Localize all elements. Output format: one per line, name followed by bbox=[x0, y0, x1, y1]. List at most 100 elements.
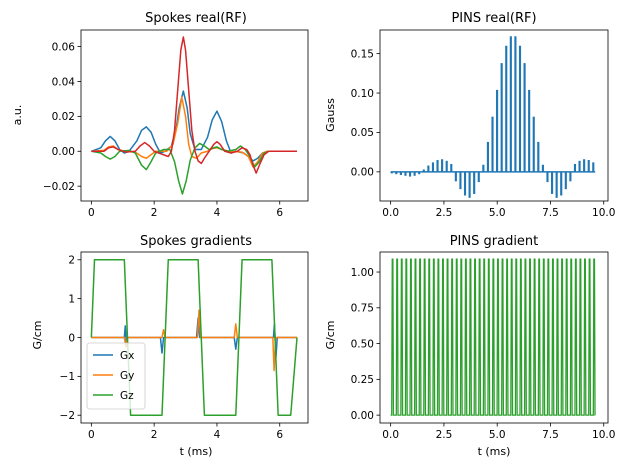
pins-rf-pulse-bar bbox=[505, 45, 508, 172]
spokes-rf-frame bbox=[80, 29, 309, 202]
spokes-rf-ytick-label: 0.04 bbox=[52, 76, 76, 88]
spokes-gradients-xlabel: t (ms) bbox=[180, 445, 213, 458]
pins-rf-xtick-label: 2.5 bbox=[436, 207, 453, 219]
spokes-gradients-panel: Spokes gradients G/cm t (ms) Gx Gy Gz 0 2 4 6… bbox=[31, 234, 309, 458]
pins-rf-pulse-bar bbox=[546, 171, 549, 183]
spokes-rf-xtick-label: 0 bbox=[88, 207, 95, 219]
spokes-rf-ylabel: a.u. bbox=[11, 105, 24, 126]
pins-gradient-ytick-label: 1.00 bbox=[351, 267, 374, 279]
pins-rf-pulse-bar bbox=[592, 162, 595, 172]
pins-gradient-frame bbox=[379, 251, 609, 424]
pins-gradient-ytick-label: 0.50 bbox=[351, 338, 374, 350]
pins-rf-pulse-bar bbox=[418, 171, 421, 175]
pins-rf-pulse-bar bbox=[583, 159, 586, 172]
pins-rf-xtick-label: 10.0 bbox=[592, 207, 615, 219]
pins-rf-pulse-bar bbox=[532, 116, 535, 172]
spokes-rf-line-series-3 bbox=[91, 36, 298, 174]
pins-gradient-line-gz bbox=[390, 258, 596, 416]
pins-rf-pulse-bar bbox=[491, 116, 494, 172]
pins-gradient-ytick-label: 0.25 bbox=[351, 374, 374, 386]
spokes-gradients-xtick-label: 6 bbox=[276, 429, 283, 441]
pins-rf-pulse-bar bbox=[518, 45, 522, 172]
spokes-gradients-xtick-label: 2 bbox=[151, 429, 158, 441]
pins-rf-xtick-label: 5.0 bbox=[489, 207, 506, 219]
spokes-rf-line-series-1 bbox=[91, 96, 298, 168]
pins-rf-pulse-bar bbox=[408, 171, 412, 177]
pins-rf-pulse-bar bbox=[422, 169, 425, 172]
spokes-rf-ytick-label: −0.02 bbox=[43, 181, 75, 193]
spokes-gradients-ytick-label: −1 bbox=[60, 371, 75, 383]
spokes-rf-ytick-label: 0.06 bbox=[52, 41, 76, 53]
pins-rf-pulse-bar bbox=[587, 160, 590, 172]
pins-rf-ylabel: Gauss bbox=[324, 98, 337, 132]
gradients-legend: Gx Gy Gz bbox=[86, 342, 146, 410]
pins-rf-pulse-bar bbox=[477, 171, 480, 183]
pins-rf-pulse-bar bbox=[450, 163, 453, 172]
spokes-gradients-xtick-label: 0 bbox=[88, 429, 95, 441]
pins-gradient-xtick-label: 5.0 bbox=[489, 429, 506, 441]
spokes-gradients-frame bbox=[80, 251, 309, 424]
pins-rf-pulse-bar bbox=[573, 163, 577, 172]
pins-rf-pulse-bar bbox=[514, 36, 517, 172]
pins-rf-pulse-bar bbox=[569, 171, 572, 182]
pins-rf-pulse-bar bbox=[537, 141, 540, 172]
pins-rf-pulse-bar bbox=[463, 171, 467, 196]
pins-rf-pulse-bar bbox=[413, 171, 416, 176]
pins-rf-pulse-bar bbox=[431, 162, 435, 172]
spokes-gradients-ytick-label: 1 bbox=[68, 293, 75, 305]
spokes-gradients-ytick-label: 0 bbox=[68, 332, 75, 344]
pins-gradient-xtick-label: 0.0 bbox=[382, 429, 399, 441]
spokes-gradients-line-gz bbox=[90, 259, 298, 416]
pins-rf-pulse-bar bbox=[555, 171, 558, 198]
spokes-rf-panel: Spokes real(RF) a.u. 0 2 4 6 −0.02 0.00 0.02 0.… bbox=[11, 11, 309, 219]
pins-rf-pulse-bar bbox=[551, 171, 554, 194]
spokes-rf-ytick-label: 0.00 bbox=[52, 146, 75, 158]
pins-gradient-plot-area bbox=[390, 258, 596, 416]
spokes-gradients-ylabel: G/cm bbox=[31, 321, 44, 350]
spokes-gradients-ytick-label: 2 bbox=[68, 255, 75, 267]
pins-rf-pulse-bar bbox=[404, 171, 407, 176]
pins-rf-pulse-bar bbox=[441, 159, 444, 172]
pins-rf-ytick-label: 0.10 bbox=[351, 88, 374, 100]
pins-gradient-xtick-label: 2.5 bbox=[436, 429, 453, 441]
pins-rf-panel: PINS real(RF) Gauss 0.0 2.5 5.0 7.5 10.0 0.00… bbox=[324, 11, 615, 219]
pins-rf-pulse-bar bbox=[560, 171, 563, 196]
spokes-gradients-title: Spokes gradients bbox=[140, 234, 252, 249]
pins-rf-xtick-label: 7.5 bbox=[542, 207, 559, 219]
pins-rf-pulse-bar bbox=[541, 164, 544, 172]
pins-rf-frame bbox=[379, 29, 609, 202]
pins-rf-title: PINS real(RF) bbox=[451, 11, 536, 26]
pins-rf-pulse-bar bbox=[454, 171, 457, 182]
pins-rf-ytick-label: 0.00 bbox=[351, 167, 374, 179]
spokes-gradients-xtick-label: 4 bbox=[214, 429, 221, 441]
spokes-gradients-ytick-label: −2 bbox=[60, 410, 75, 422]
legend-label-gz: Gz bbox=[120, 390, 134, 402]
pins-rf-pulse-bar bbox=[427, 165, 430, 172]
pins-rf-pulse-bar bbox=[468, 171, 471, 198]
spokes-rf-xtick-label: 4 bbox=[214, 207, 221, 219]
pins-gradient-ylabel: G/cm bbox=[324, 321, 337, 350]
pins-rf-pulse-bar bbox=[528, 89, 531, 172]
pins-rf-pulse-bar bbox=[496, 89, 499, 172]
spokes-rf-title: Spokes real(RF) bbox=[145, 11, 247, 26]
pins-rf-pulse-bar bbox=[399, 171, 402, 175]
pins-gradient-ytick-label: 0.00 bbox=[351, 410, 374, 422]
legend-label-gy: Gy bbox=[120, 370, 134, 382]
pins-rf-xtick-label: 0.0 bbox=[382, 207, 399, 219]
pins-rf-pulse-bar bbox=[473, 171, 476, 194]
pins-rf-pulse-bar bbox=[509, 36, 512, 172]
pins-rf-pulse-bar bbox=[500, 63, 503, 172]
pins-gradient-xtick-label: 7.5 bbox=[542, 429, 559, 441]
pins-gradient-title: PINS gradient bbox=[450, 234, 539, 249]
pins-rf-pulse-bar bbox=[578, 160, 581, 172]
spokes-rf-xtick-label: 2 bbox=[151, 207, 158, 219]
pins-rf-pulse-bar bbox=[564, 171, 567, 190]
pins-rf-pulse-bar bbox=[486, 141, 489, 172]
pins-gradient-ytick-label: 0.75 bbox=[351, 303, 374, 315]
pins-rf-ytick-label: 0.05 bbox=[351, 127, 374, 139]
pins-rf-pulse-bar bbox=[482, 164, 485, 172]
pins-gradient-xlabel: t (ms) bbox=[478, 445, 511, 458]
pins-gradient-xtick-label: 10.0 bbox=[592, 429, 615, 441]
pins-gradient-panel: PINS gradient G/cm t (ms) 0.0 2.5 5.0 7.5 10… bbox=[324, 234, 615, 458]
